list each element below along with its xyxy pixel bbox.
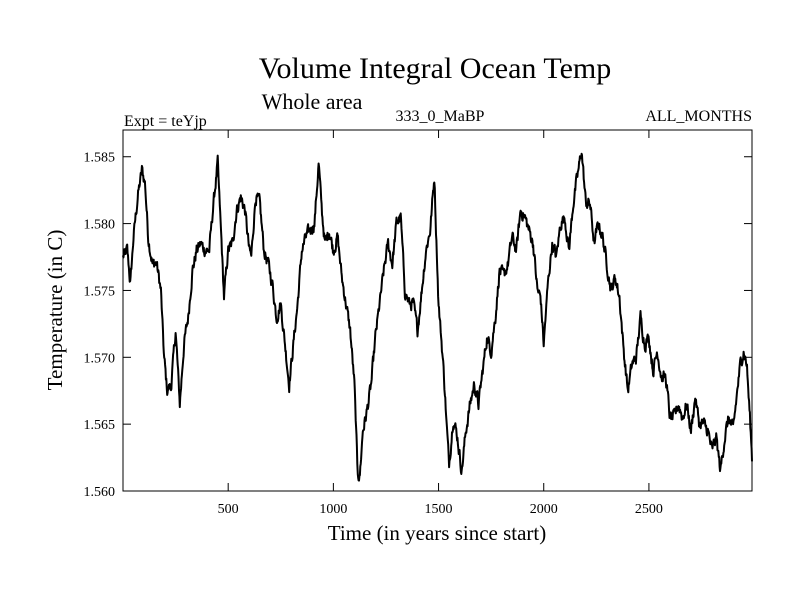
x-tick-label: 500 [218, 502, 239, 517]
x-tick-label: 1000 [319, 502, 347, 517]
period-label: 333_0_MaBP [396, 108, 485, 125]
y-tick-label: 1.570 [84, 351, 116, 366]
y-tick-label: 1.580 [84, 218, 116, 233]
y-tick-label: 1.565 [84, 418, 116, 433]
chart-subtitle: Whole area [262, 89, 363, 114]
y-axis-ticks: 1.560 1.565 1.570 1.575 1.580 1.585 [84, 151, 752, 500]
x-tick-label: 2000 [530, 502, 558, 517]
x-axis-ticks: 500 1000 1500 2000 2500 [218, 130, 663, 517]
months-label: ALL_MONTHS [645, 108, 752, 125]
y-tick-label: 1.575 [84, 284, 116, 299]
plot-frame [122, 129, 753, 492]
x-tick-label: 2500 [635, 502, 663, 517]
x-axis-label: Time (in years since start) [328, 521, 547, 545]
y-axis-label: Temperature (in C) [43, 230, 67, 391]
temperature-series-line [122, 152, 753, 482]
y-tick-label: 1.585 [84, 151, 116, 166]
y-tick-label: 1.560 [84, 485, 116, 500]
x-tick-label: 1500 [425, 502, 453, 517]
chart-title: Volume Integral Ocean Temp [259, 52, 612, 85]
experiment-label: Expt = teYjp [124, 113, 207, 130]
